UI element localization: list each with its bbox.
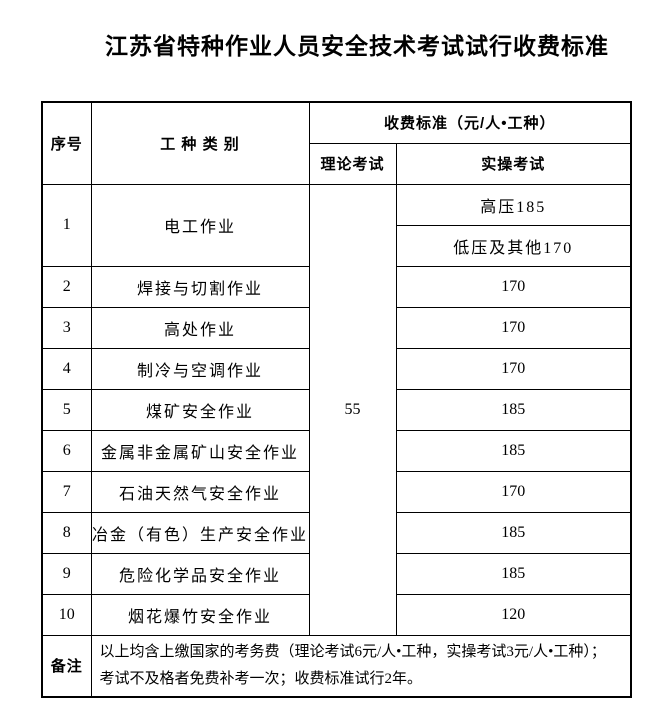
table-row: 3 高处作业 170 <box>41 306 632 349</box>
remarks-line-1: 以上均含上缴国家的考务费（理论考试6元/人•工种，实操考试3元/人•工种）； <box>99 643 606 660</box>
remarks-cell: 以上均含上缴国家的考务费（理论考试6元/人•工种，实操考试3元/人•工种）； 考… <box>90 634 632 698</box>
category-cell: 石油天然气安全作业 <box>90 470 310 513</box>
row-number-cell: 10 <box>41 593 92 636</box>
category-cell: 焊接与切割作业 <box>90 265 310 308</box>
remarks-label: 备注 <box>41 634 92 698</box>
practical-fee-cell: 185 <box>395 429 632 472</box>
category-cell: 电工作业 <box>90 183 310 267</box>
practical-low-cell: 低压及其他170 <box>395 224 632 267</box>
table-row: 10 烟花爆竹安全作业 120 <box>41 593 632 636</box>
table-row: 4 制冷与空调作业 170 <box>41 347 632 390</box>
practical-fee-cell: 170 <box>395 265 632 308</box>
row-number-cell: 2 <box>41 265 92 308</box>
fee-table: 序号 工 种 类 别 收费标准（元/人•工种） 理论考试 实操考试 1 电工作业… <box>41 101 633 698</box>
remarks-line-2: 考试不及格者免费补考一次；收费标准试行2年。 <box>99 670 423 687</box>
practical-fee-cell: 170 <box>395 347 632 390</box>
category-cell: 制冷与空调作业 <box>90 347 310 390</box>
header-fee-group: 收费标准（元/人•工种） <box>308 101 632 144</box>
practical-fee-cell: 185 <box>395 511 632 554</box>
category-cell: 高处作业 <box>90 306 310 349</box>
remarks-row: 备注 以上均含上缴国家的考务费（理论考试6元/人•工种，实操考试3元/人•工种）… <box>41 634 632 698</box>
category-cell: 危险化学品安全作业 <box>90 552 310 595</box>
row-number-cell: 8 <box>41 511 92 554</box>
category-cell: 烟花爆竹安全作业 <box>90 593 310 636</box>
table-row: 5 煤矿安全作业 185 <box>41 388 632 431</box>
row-number-cell: 5 <box>41 388 92 431</box>
header-theory: 理论考试 <box>308 142 397 185</box>
category-cell: 金属非金属矿山安全作业 <box>90 429 310 472</box>
table-row: 6 金属非金属矿山安全作业 185 <box>41 429 632 472</box>
table-row: 1 电工作业 55 高压185 <box>41 183 632 636</box>
category-cell: 煤矿安全作业 <box>90 388 310 431</box>
practical-fee-cell: 185 <box>395 388 632 431</box>
row-number-cell: 1 <box>41 183 92 267</box>
table-row: 7 石油天然气安全作业 170 <box>41 470 632 513</box>
practical-high-cell: 高压185 <box>395 183 632 226</box>
practical-fee-cell: 120 <box>395 593 632 636</box>
practical-fee-cell: 185 <box>395 552 632 595</box>
header-no: 序号 <box>41 101 92 185</box>
page-title: 江苏省特种作业人员安全技术考试试行收费标准 <box>105 34 609 59</box>
practical-fee-cell: 170 <box>395 306 632 349</box>
row-number-cell: 7 <box>41 470 92 513</box>
practical-fee-cell: 170 <box>395 470 632 513</box>
row-number-cell: 9 <box>41 552 92 595</box>
header-practical: 实操考试 <box>395 142 632 185</box>
header-row-1: 序号 工 种 类 别 收费标准（元/人•工种） <box>41 101 632 185</box>
table-row: 9 危险化学品安全作业 185 <box>41 552 632 595</box>
row-number-cell: 6 <box>41 429 92 472</box>
row-number-cell: 4 <box>41 347 92 390</box>
category-cell: 冶金（有色）生产安全作业 <box>90 511 310 554</box>
theory-fee-cell: 55 <box>308 183 397 636</box>
row-number-cell: 3 <box>41 306 92 349</box>
table-row: 2 焊接与切割作业 170 <box>41 265 632 308</box>
header-category: 工 种 类 别 <box>90 101 310 185</box>
header-row-2: 理论考试 实操考试 <box>42 142 632 185</box>
